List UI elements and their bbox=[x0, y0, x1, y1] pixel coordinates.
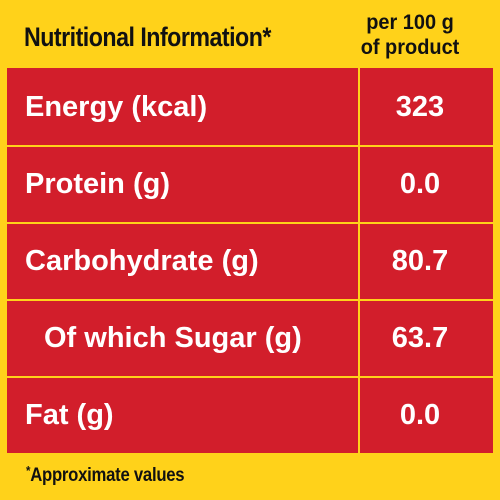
row-label-protein: Protein (g) bbox=[25, 168, 170, 200]
row-value-energy: 323 bbox=[395, 91, 445, 123]
footnote: *Approximate values bbox=[26, 463, 185, 487]
table-row-sugar: Of which Sugar (g) 63.7 bbox=[7, 299, 493, 378]
table-row-protein: Protein (g) 0.0 bbox=[7, 145, 493, 224]
row-label-carbohydrate: Carbohydrate (g) bbox=[25, 245, 259, 277]
table-row-energy: Energy (kcal) 323 bbox=[7, 68, 493, 147]
column-divider bbox=[358, 68, 360, 453]
row-value-carbohydrate: 80.7 bbox=[391, 245, 449, 277]
table-row-fat: Fat (g) 0.0 bbox=[7, 376, 493, 455]
per-quantity-header: per 100 g of product bbox=[344, 10, 477, 60]
row-label-energy: Energy (kcal) bbox=[25, 91, 208, 123]
footnote-text: Approximate values bbox=[30, 465, 185, 486]
nutrition-table: Energy (kcal) 323 Protein (g) 0.0 Carboh… bbox=[7, 68, 493, 453]
row-value-protein: 0.0 bbox=[399, 168, 441, 200]
row-value-fat: 0.0 bbox=[399, 399, 441, 431]
row-label-sugar: Of which Sugar (g) bbox=[44, 322, 302, 354]
table-row-carbohydrate: Carbohydrate (g) 80.7 bbox=[7, 222, 493, 301]
row-value-sugar: 63.7 bbox=[391, 322, 449, 354]
footnote-marker: * bbox=[26, 463, 31, 478]
row-label-fat: Fat (g) bbox=[25, 399, 114, 431]
nutrition-title: Nutritional Information* bbox=[24, 22, 271, 52]
per-quantity-line-1: per 100 g bbox=[366, 11, 454, 34]
per-quantity-line-2: of product bbox=[360, 36, 460, 59]
